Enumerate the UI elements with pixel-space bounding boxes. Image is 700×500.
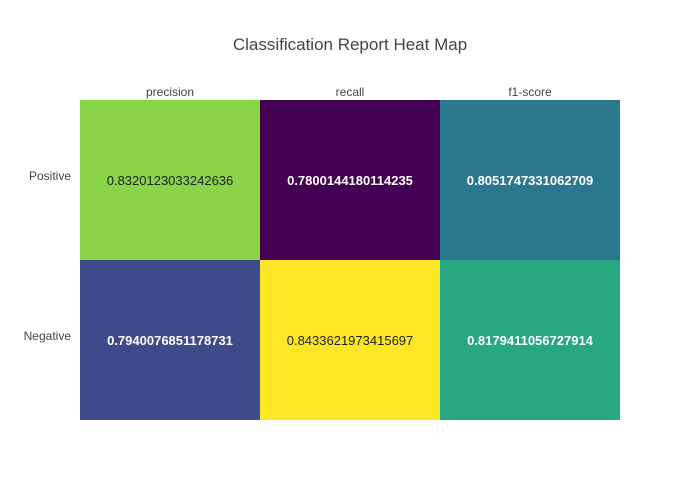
x-tick-label: precision — [146, 85, 194, 99]
heatmap-cell-negative-precision — [80, 260, 260, 420]
cell-value-label: 0.8433621973415697 — [287, 333, 414, 348]
cell-value-label: 0.8179411056727914 — [467, 333, 594, 348]
heatmap-cells: 0.8320123033242636 0.7800144180114235 0.80… — [80, 100, 620, 420]
heatmap-cell-negative-f1-score — [440, 260, 620, 420]
cell-value-label: 0.7940076851178731 — [107, 333, 233, 348]
y-tick-label: Negative — [24, 329, 72, 343]
x-tick-label: recall — [336, 85, 365, 99]
cell-value-label: 0.8051747331062709 — [467, 173, 594, 188]
heatmap-cell-positive-f1-score — [440, 100, 620, 260]
cell-value-label: 0.8320123033242636 — [107, 173, 234, 188]
y-tick-label: Positive — [29, 169, 71, 183]
x-tick-label: f1-score — [508, 85, 552, 99]
heatmap-cell-positive-precision — [80, 100, 260, 260]
x-axis-ticks: precision recall f1-score — [146, 85, 552, 99]
heatmap-cell-negative-recall — [260, 260, 440, 420]
cell-value-label: 0.7800144180114235 — [287, 173, 413, 188]
heatmap-cell-positive-recall — [260, 100, 440, 260]
chart-title: Classification Report Heat Map — [233, 35, 467, 54]
y-axis-ticks: Positive Negative — [24, 169, 72, 343]
